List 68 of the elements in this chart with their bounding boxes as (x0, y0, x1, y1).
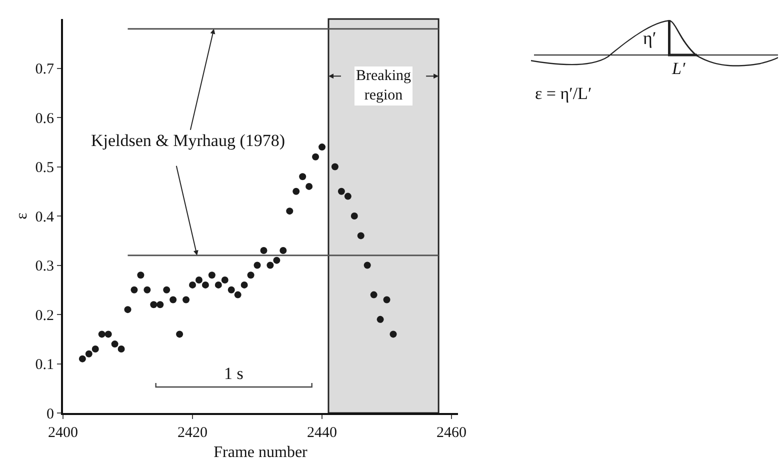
point (266, 262, 274, 269)
point (254, 262, 261, 269)
point (98, 330, 106, 338)
point (150, 301, 158, 308)
point (338, 188, 345, 195)
point (130, 286, 138, 294)
point (137, 272, 144, 279)
point (156, 301, 164, 308)
point (286, 208, 294, 215)
point (292, 188, 300, 195)
point (260, 246, 268, 254)
point (163, 286, 170, 294)
text: L′ (672, 59, 686, 79)
point (344, 192, 352, 200)
point (247, 272, 254, 279)
point (357, 232, 364, 240)
point (144, 286, 151, 294)
x-tick-label: 2440 (307, 425, 338, 441)
y-tick-label: 0.7 (35, 62, 54, 78)
x-tick-label: 2400 (48, 425, 78, 441)
point (92, 345, 99, 352)
point (104, 330, 112, 338)
y-tick-label: 0.6 (35, 110, 54, 127)
point (176, 330, 184, 338)
y-tick-label: 0.5 (35, 160, 54, 176)
point (124, 306, 132, 314)
point (370, 291, 378, 298)
point (85, 350, 92, 358)
point (221, 276, 228, 284)
point (214, 281, 222, 288)
x-tick-label: 2460 (436, 425, 467, 441)
band-label: Breaking region (356, 68, 412, 104)
point (234, 291, 242, 298)
y-tick-label: 0.2 (35, 308, 54, 324)
point (318, 144, 326, 151)
point (331, 163, 338, 170)
annotation: Kjeldsen & Myrhaug (1978) (91, 131, 286, 150)
y-tick-label: 0 (46, 406, 54, 422)
point (118, 345, 125, 352)
y-tick-label: 0.1 (35, 357, 54, 373)
point (228, 286, 235, 294)
point (195, 276, 202, 284)
y-axis-title: ε (14, 212, 31, 220)
text: η′ (643, 28, 656, 49)
point (273, 256, 280, 264)
y-tick-label: 0.3 (35, 258, 54, 274)
point (312, 153, 320, 160)
text: ε = η′/L′ (535, 84, 592, 104)
point (202, 281, 209, 288)
y-tick-label: 0.4 (35, 209, 54, 226)
point (111, 340, 118, 348)
point (376, 316, 384, 323)
point (280, 246, 287, 254)
point (364, 262, 371, 269)
annotation: 1 s (224, 364, 244, 383)
point (306, 182, 313, 190)
point (208, 272, 216, 279)
point (189, 281, 196, 288)
point (182, 296, 190, 304)
point (390, 330, 397, 338)
point (350, 212, 358, 220)
x-tick-label: 2420 (178, 425, 208, 441)
point (170, 296, 177, 304)
x-axis-title: Frame number (214, 444, 308, 462)
point (240, 281, 248, 288)
point (299, 173, 306, 180)
point (78, 355, 86, 362)
point (383, 296, 390, 304)
